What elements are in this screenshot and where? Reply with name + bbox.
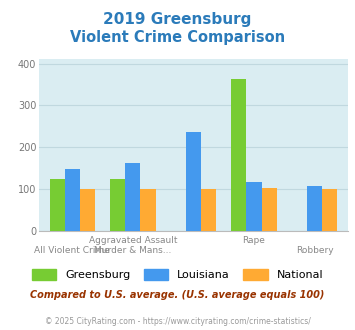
Bar xyxy=(110,179,125,231)
Text: Compared to U.S. average. (U.S. average equals 100): Compared to U.S. average. (U.S. average … xyxy=(30,290,325,300)
Bar xyxy=(262,188,277,231)
Text: Violent Crime Comparison: Violent Crime Comparison xyxy=(70,30,285,45)
Bar xyxy=(307,186,322,231)
Bar xyxy=(141,189,155,231)
Bar xyxy=(125,163,141,231)
Text: All Violent Crime: All Violent Crime xyxy=(34,246,110,255)
Text: Murder & Mans...: Murder & Mans... xyxy=(94,246,171,255)
Bar xyxy=(322,189,337,231)
Legend: Greensburg, Louisiana, National: Greensburg, Louisiana, National xyxy=(27,265,328,284)
Bar xyxy=(231,80,246,231)
Bar xyxy=(186,132,201,231)
Text: Aggravated Assault: Aggravated Assault xyxy=(89,236,177,245)
Bar xyxy=(65,169,80,231)
Bar xyxy=(80,189,95,231)
Text: 2019 Greensburg: 2019 Greensburg xyxy=(103,12,252,26)
Bar xyxy=(201,189,216,231)
Text: Rape: Rape xyxy=(242,236,266,245)
Bar xyxy=(246,182,262,231)
Bar xyxy=(50,179,65,231)
Text: Robbery: Robbery xyxy=(296,246,333,255)
Text: © 2025 CityRating.com - https://www.cityrating.com/crime-statistics/: © 2025 CityRating.com - https://www.city… xyxy=(45,317,310,326)
